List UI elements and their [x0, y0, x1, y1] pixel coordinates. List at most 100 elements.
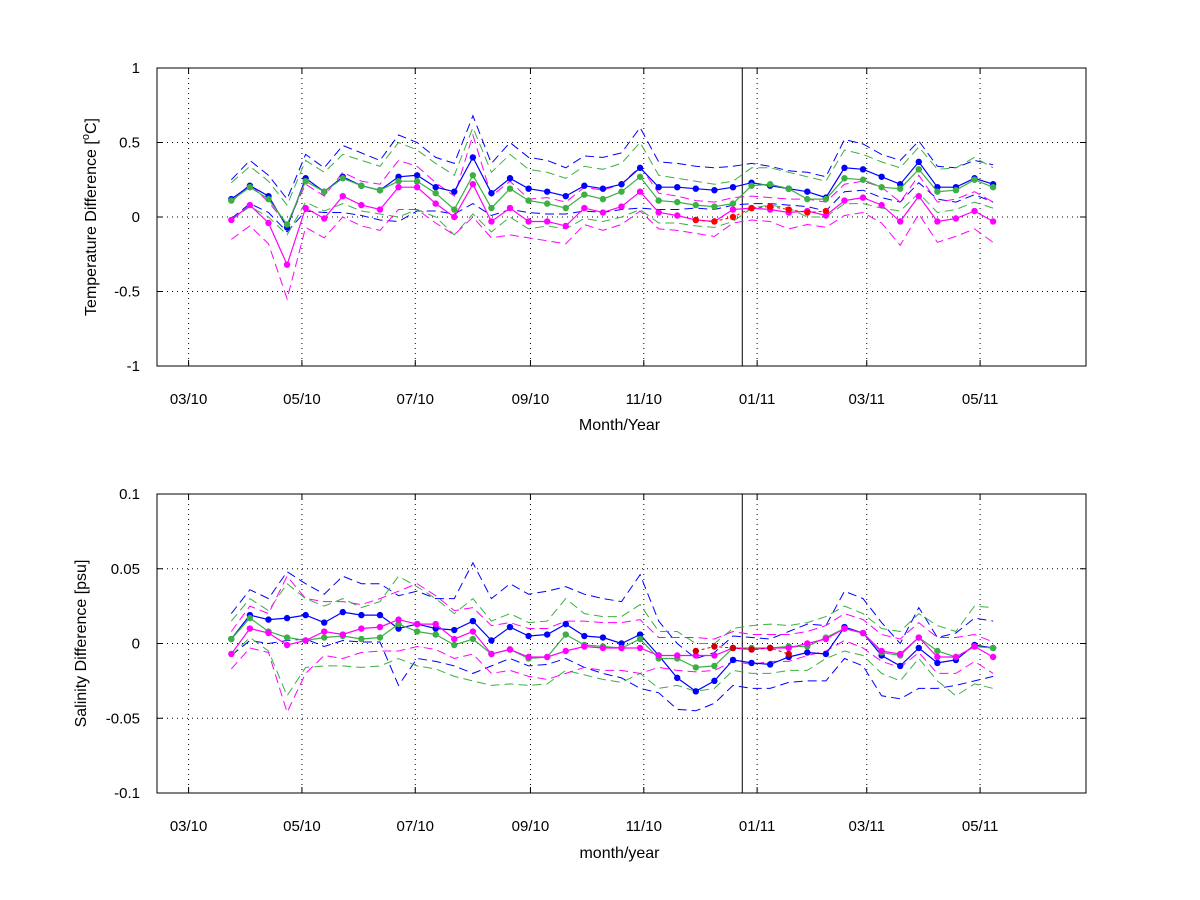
series-0-point	[432, 625, 439, 632]
series-1-point	[804, 195, 811, 203]
series-0-point	[897, 662, 904, 670]
series-2-point	[283, 261, 291, 268]
series-0-point	[636, 631, 644, 638]
x-tick-label: 03/10	[170, 391, 208, 408]
series-2-point	[451, 213, 458, 221]
series-0-point	[915, 644, 922, 652]
series-1-point	[469, 172, 477, 179]
series-1-point	[989, 644, 997, 652]
series-1-point	[655, 197, 662, 204]
series-2-point	[339, 192, 346, 200]
series-0-point	[618, 181, 625, 188]
series-1-point	[246, 184, 254, 191]
red-series-point	[785, 650, 792, 658]
series-2-point	[674, 652, 681, 659]
series-0-point	[283, 614, 291, 622]
series-1-point	[395, 620, 402, 628]
series-1-point	[636, 635, 644, 643]
series-2-upper-band	[230, 575, 994, 643]
series-0-point	[934, 659, 941, 667]
y-tick-label: -0.05	[106, 710, 140, 727]
series-2-point	[228, 650, 235, 658]
series-1-point	[321, 634, 328, 641]
series-0-point	[339, 608, 346, 616]
series-0-point	[766, 661, 774, 668]
series-0-point	[358, 611, 365, 619]
series-0-point	[599, 185, 607, 192]
series-1-upper-band	[230, 575, 994, 644]
series-2-point	[358, 625, 365, 632]
series-1-point	[395, 178, 402, 185]
series-2-point	[302, 204, 309, 212]
series-2-point	[562, 647, 569, 655]
series-2-lower-band	[231, 209, 994, 301]
y-tick-label: 0.05	[111, 561, 140, 578]
series-1-line	[230, 168, 994, 226]
series-0-point	[711, 677, 718, 685]
x-tick-label: 05/11	[962, 818, 998, 835]
series-1-point	[562, 204, 569, 212]
series-0-point	[321, 619, 328, 626]
red-series-line	[695, 645, 789, 655]
series-2-point	[599, 209, 607, 216]
series-0-point	[674, 674, 681, 682]
series-1-point	[841, 175, 848, 182]
series-2-point	[376, 206, 384, 213]
series-2-line	[230, 182, 994, 267]
red-series-point	[766, 644, 774, 652]
series-2-point	[581, 204, 588, 212]
series-0-point	[451, 188, 458, 195]
series-2-point	[636, 188, 644, 195]
series-1-point	[432, 189, 439, 197]
series-1-point	[228, 635, 235, 643]
series-1-point	[934, 647, 941, 655]
series-1-point	[859, 176, 867, 183]
series-0-point	[506, 623, 514, 631]
series-2-lower-band	[230, 639, 994, 714]
series-2-line	[230, 618, 994, 658]
series-2-point	[822, 635, 830, 643]
series-2-point	[506, 204, 514, 212]
series-2-point	[729, 206, 737, 213]
series-1-point	[228, 197, 235, 204]
series-1-lower-band	[230, 636, 994, 697]
y-tick-label: 0	[132, 636, 140, 653]
series-0-point	[488, 189, 495, 197]
x-tick-label: 03/11	[849, 391, 885, 408]
series-2-point	[469, 628, 477, 635]
x-tick-label: 01/11	[739, 391, 775, 408]
series-2-point	[358, 201, 365, 209]
series-1-point	[339, 175, 346, 182]
series-1-point	[822, 195, 830, 203]
x-tick-label: 11/10	[626, 391, 662, 408]
series-0-point	[562, 192, 569, 200]
red-series-point	[692, 216, 700, 224]
series-1-point	[543, 200, 551, 207]
x-tick-label: 11/10	[626, 818, 662, 835]
series-2-point	[859, 194, 867, 201]
series-2-upper-band	[230, 133, 994, 226]
series-0-point	[748, 659, 755, 667]
series-1-point	[674, 198, 681, 206]
series-0-point	[878, 173, 885, 180]
series-1-point	[358, 182, 365, 189]
series-1-point	[488, 204, 495, 212]
series-1-point	[971, 176, 978, 183]
series-0-point	[469, 617, 477, 625]
series-2-point	[674, 212, 681, 219]
series-1-point	[376, 634, 384, 641]
series-2-point	[785, 644, 792, 652]
series-2-point	[971, 207, 978, 215]
y-axis-label: Salinity Difference [psu]	[73, 560, 90, 728]
series-1-upper-band	[230, 126, 994, 207]
x-tick-label: 05/11	[962, 391, 998, 408]
series-0-point	[618, 640, 625, 647]
series-2-point	[897, 650, 904, 658]
series-2-point	[265, 629, 272, 637]
series-1-point	[878, 184, 885, 191]
series-0-point	[525, 632, 532, 640]
series-0-point	[636, 164, 644, 172]
series-0-point	[376, 611, 384, 619]
series-0-point	[543, 631, 551, 638]
